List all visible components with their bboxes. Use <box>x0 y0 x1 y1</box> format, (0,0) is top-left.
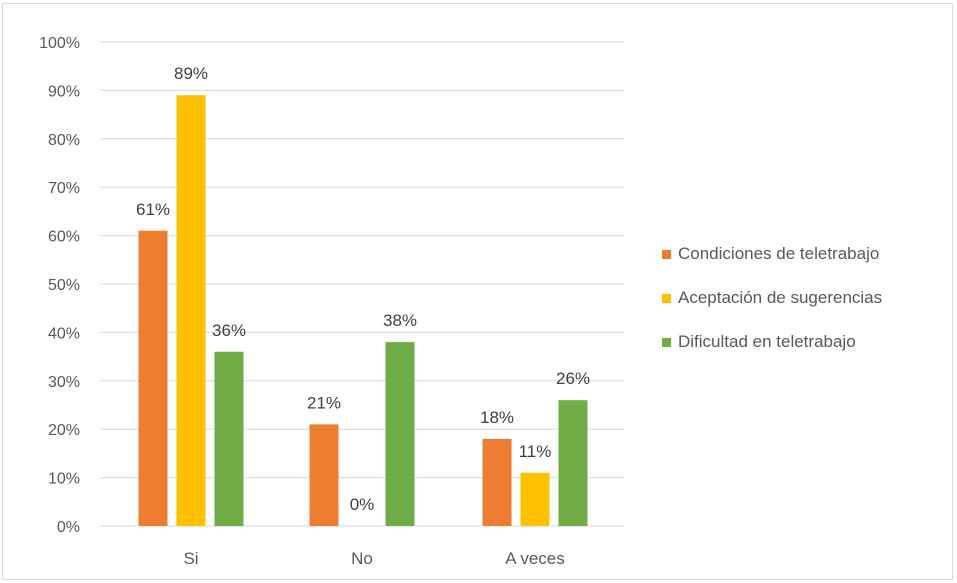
data-label: 18% <box>480 408 514 427</box>
bar <box>520 472 550 526</box>
legend-label-condiciones: Condiciones de teletrabajo <box>678 244 880 263</box>
data-label: 21% <box>307 393 341 412</box>
y-tick-label: 100% <box>39 35 80 52</box>
bar <box>214 351 244 526</box>
y-tick-label: 30% <box>48 374 80 391</box>
legend-item-condiciones: Condiciones de teletrabajo <box>662 244 882 264</box>
data-label: 89% <box>174 64 208 83</box>
y-tick-label: 50% <box>48 277 80 294</box>
y-tick-label: 40% <box>48 325 80 342</box>
bar <box>482 438 512 526</box>
data-label: 11% <box>519 442 552 461</box>
legend-swatch-aceptacion <box>662 293 671 303</box>
data-label: 0% <box>350 495 375 514</box>
legend-item-aceptacion: Aceptación de sugerencias <box>662 288 882 308</box>
legend-swatch-condiciones <box>662 249 671 259</box>
x-tick-label: No <box>351 549 373 568</box>
x-tick-label: A veces <box>505 549 565 568</box>
legend: Condiciones de teletrabajo Aceptación de… <box>662 244 882 376</box>
data-label: 26% <box>556 369 590 388</box>
data-labels: 61% 21% 18% 89% 0% 11% 36% 38% 26% <box>136 64 590 514</box>
x-tick-label: Si <box>183 549 198 568</box>
chart-frame <box>2 3 953 580</box>
legend-label-aceptacion: Aceptación de sugerencias <box>678 288 883 307</box>
bars <box>138 95 588 527</box>
bar <box>385 342 415 526</box>
y-tick-label: 90% <box>48 83 80 100</box>
bar <box>176 95 206 527</box>
y-tick-label: 0% <box>57 519 80 536</box>
y-tick-label: 20% <box>48 422 80 439</box>
bar <box>138 230 168 526</box>
y-tick-label: 70% <box>48 180 80 197</box>
bar <box>558 400 588 526</box>
y-axis-tick-labels: 0% 10% 20% 30% 40% 50% 60% 70% 80% 90% 100% <box>39 35 80 536</box>
x-axis-tick-labels: Si No A veces <box>183 549 564 568</box>
y-tick-label: 80% <box>48 132 80 149</box>
bar <box>309 424 339 526</box>
y-tick-label: 60% <box>48 229 80 246</box>
data-label: 61% <box>136 200 170 219</box>
legend-label-dificultad: Dificultad en teletrabajo <box>678 332 856 351</box>
data-label: 36% <box>212 321 246 340</box>
data-label: 38% <box>383 311 417 330</box>
legend-swatch-dificultad <box>662 337 671 347</box>
legend-item-dificultad: Dificultad en teletrabajo <box>662 332 882 352</box>
y-tick-label: 10% <box>48 471 80 488</box>
